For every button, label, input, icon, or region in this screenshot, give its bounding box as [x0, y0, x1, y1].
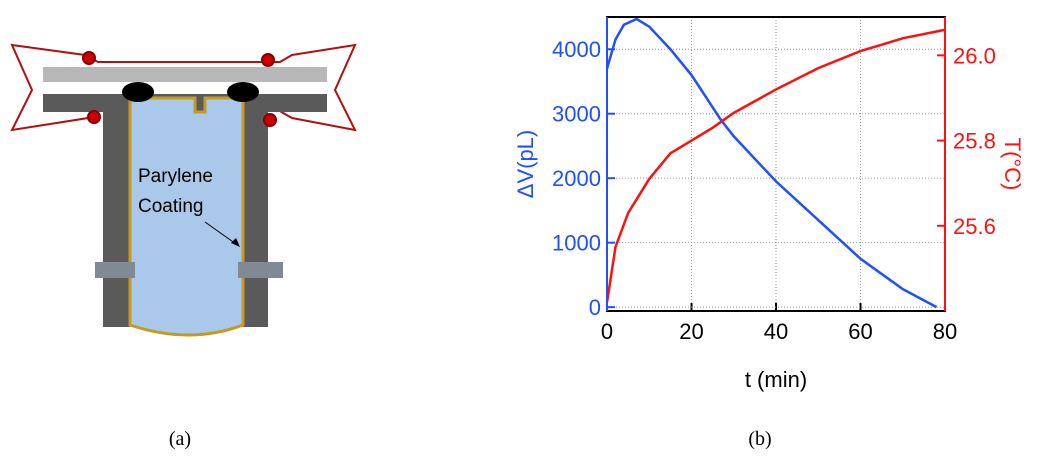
pipe	[238, 262, 283, 278]
y-tick-label: 4000	[552, 37, 601, 62]
series-line	[605, 17, 938, 309]
y-tick-label: 2000	[552, 166, 601, 191]
o-ring	[122, 82, 154, 102]
x-tick-label: 0	[601, 319, 613, 344]
x-tick-label: 80	[933, 319, 957, 344]
screw	[82, 51, 96, 65]
label: Coating	[138, 196, 204, 217]
y-tick-label: 1000	[552, 231, 601, 256]
y-tick-label: 3000	[552, 102, 601, 127]
caption: (a)	[169, 428, 191, 450]
screw	[263, 113, 277, 127]
arrow-head	[231, 238, 240, 247]
series-line	[605, 28, 946, 303]
y2-tick-label: 25.8	[953, 129, 996, 154]
chamber	[128, 96, 245, 337]
screw	[261, 53, 275, 67]
x-axis-label: t (min)	[745, 367, 807, 392]
y2-tick-label: 25.6	[953, 214, 996, 239]
caption: (b)	[748, 428, 771, 450]
screw	[87, 110, 101, 124]
y-tick-label: 0	[589, 295, 601, 320]
x-tick-label: 60	[848, 319, 872, 344]
x-tick-label: 20	[679, 319, 703, 344]
plate	[43, 67, 327, 82]
y2-tick-label: 26.0	[953, 43, 996, 68]
y-axis-label: ΔV(pL)	[513, 130, 538, 199]
label: Parylene	[138, 166, 213, 187]
pipe	[95, 262, 135, 278]
o-ring	[227, 82, 259, 102]
chart: 0 20 40 60 80 0 1000 2000 3000 4000 25.6 25.8 26.0 t …	[513, 16, 1025, 450]
arrow	[204, 221, 237, 245]
wall	[103, 94, 130, 327]
clamp	[10, 43, 357, 132]
diagram: Parylene Coating (a)	[10, 43, 357, 450]
x-tick-label: 40	[764, 319, 788, 344]
wall	[243, 94, 268, 327]
y2-axis-label: T(°C)	[1000, 138, 1025, 191]
